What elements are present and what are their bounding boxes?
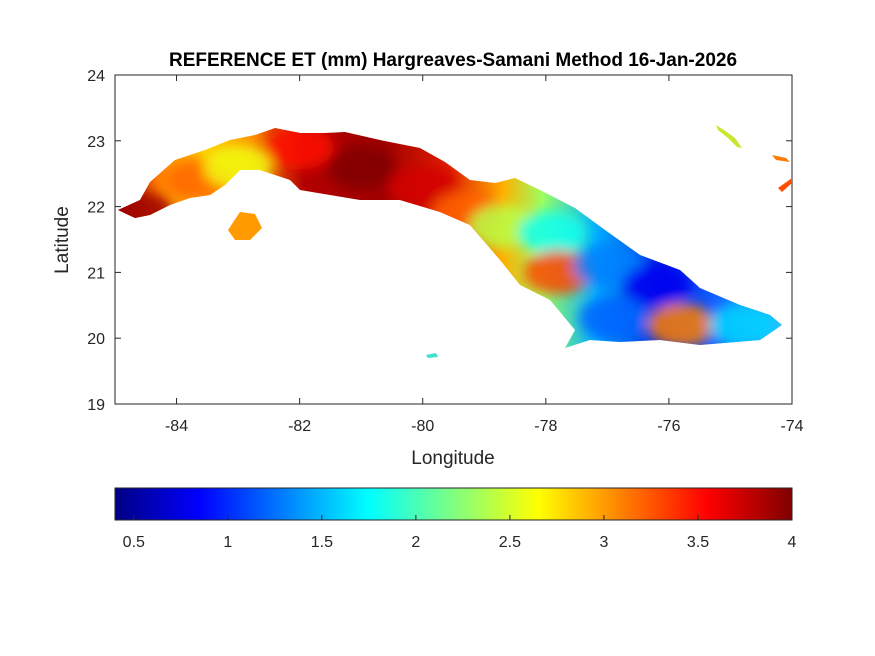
region-value-patch xyxy=(579,296,648,341)
y-axis-label: Latitude xyxy=(52,206,73,274)
colorbar-ticks: 0.5 1 1.5 2 2.5 3 3.5 4 xyxy=(123,515,797,551)
bahamas-fragment xyxy=(716,125,742,148)
plot-area xyxy=(114,74,793,405)
colorbar-tick-label: 0.5 xyxy=(123,534,145,551)
y-tick-label: 19 xyxy=(87,397,105,414)
x-tick-label: -82 xyxy=(288,418,311,435)
y-tick-label: 21 xyxy=(87,265,105,282)
colorbar-tick-label: 2.5 xyxy=(499,534,521,551)
x-tick-label: -80 xyxy=(411,418,434,435)
y-tick-label: 24 xyxy=(87,68,105,85)
x-axis-ticks: -84 -82 -80 -78 -76 -74 xyxy=(165,75,804,435)
isla-de-la-juventud xyxy=(228,212,262,240)
region-value-patch xyxy=(388,164,457,209)
y-tick-label: 23 xyxy=(87,134,105,151)
x-tick-label: -84 xyxy=(165,418,188,435)
chart-title: REFERENCE ET (mm) Hargreaves-Samani Meth… xyxy=(169,50,737,71)
x-axis-label: Longitude xyxy=(411,448,494,469)
colorbar xyxy=(114,487,793,521)
turks-fragment-south xyxy=(778,178,792,192)
turks-fragment-north xyxy=(772,155,790,162)
region-value-patch xyxy=(622,263,691,308)
colorbar-tick-label: 2 xyxy=(411,534,420,551)
y-axis-ticks: 19 20 21 22 23 24 xyxy=(87,68,792,414)
region-value-patch xyxy=(708,303,777,348)
x-tick-label: -74 xyxy=(780,418,803,435)
x-tick-label: -76 xyxy=(657,418,680,435)
colorbar-tick-label: 3.5 xyxy=(687,534,709,551)
colorbar-tick-label: 4 xyxy=(788,534,797,551)
region-value-patch xyxy=(573,243,642,288)
y-tick-label: 20 xyxy=(87,331,105,348)
region-value-patch xyxy=(647,303,716,348)
x-tick-label: -78 xyxy=(534,418,557,435)
colorbar-tick-label: 1.5 xyxy=(311,534,333,551)
y-tick-label: 22 xyxy=(87,200,105,217)
colorbar-tick-label: 1 xyxy=(223,534,232,551)
colorbar-tick-label: 3 xyxy=(599,534,608,551)
cuba-island xyxy=(118,128,782,348)
region-value-patch xyxy=(327,145,396,190)
small-cay xyxy=(426,353,438,358)
region-value-patch xyxy=(517,210,586,255)
region-value-patch xyxy=(265,128,334,170)
